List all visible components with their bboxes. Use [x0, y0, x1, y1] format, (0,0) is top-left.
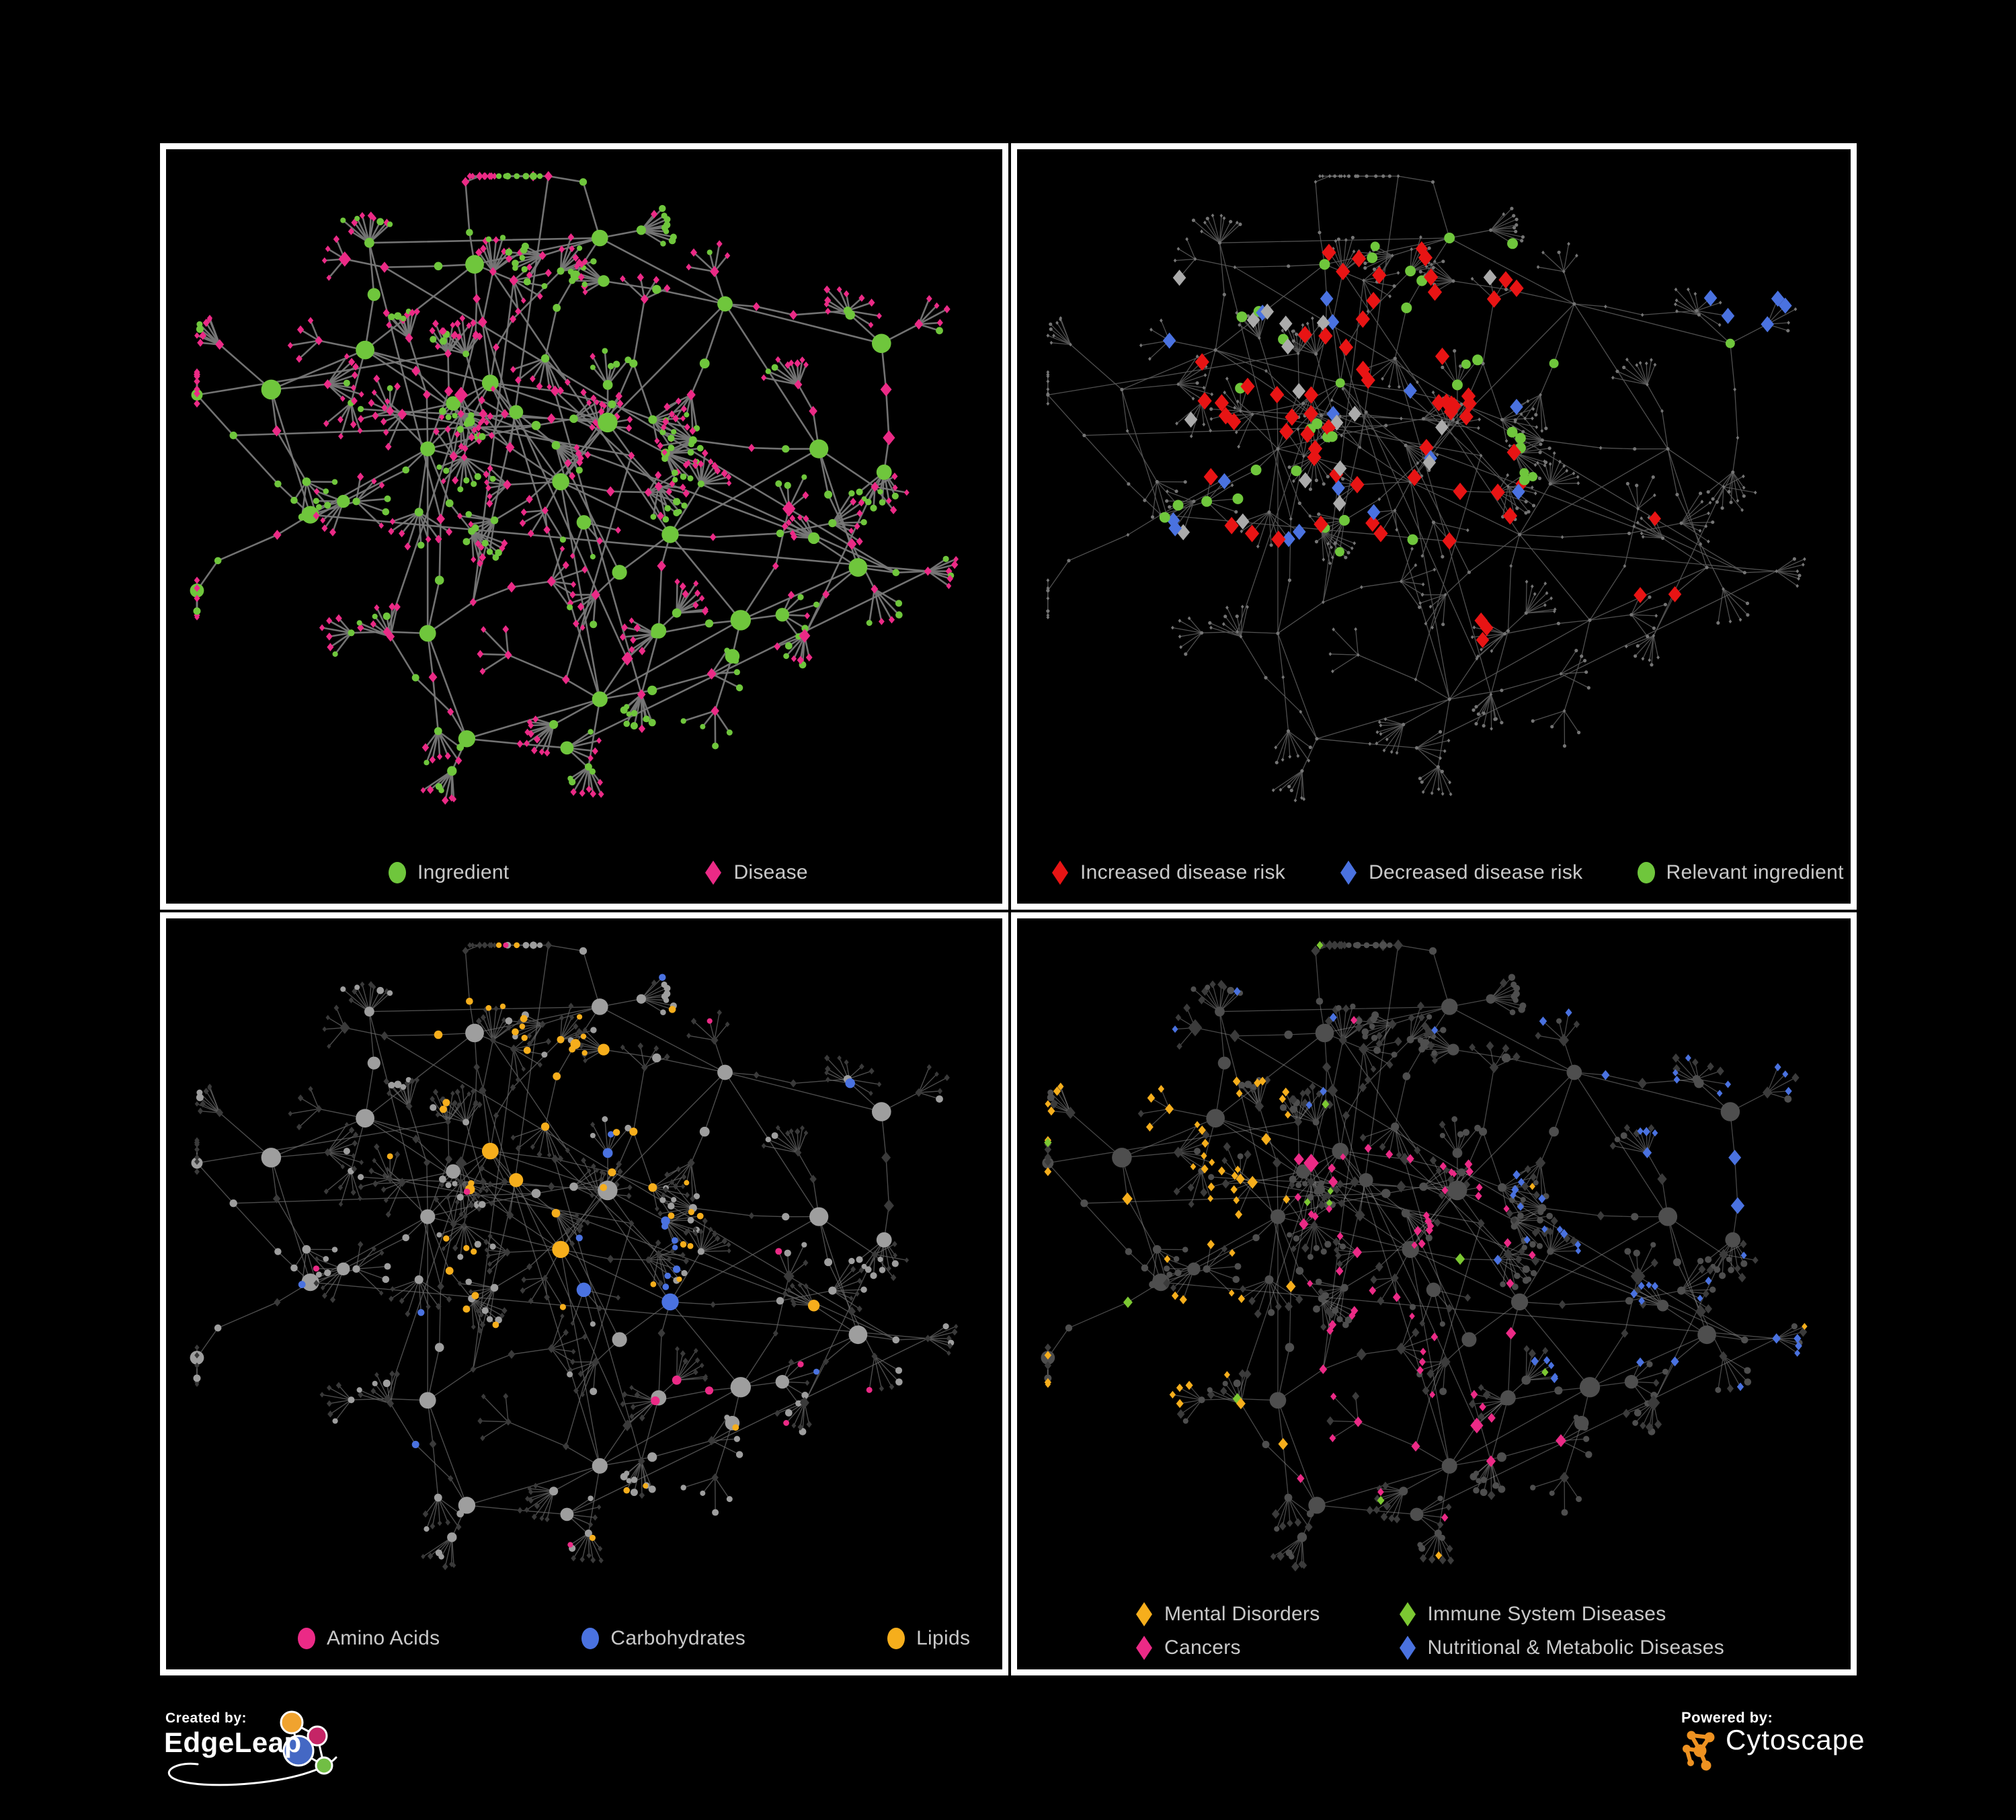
circle-marker-icon [887, 1628, 905, 1649]
legend-disease-risk: Increased disease risk Decreased disease … [1017, 859, 1851, 886]
legend-item-cancers: Cancers [1135, 1634, 1320, 1661]
base-nodes-layer [190, 171, 959, 805]
cytoscape-wordmark: Cytoscape [1726, 1724, 1865, 1755]
circle-marker-icon [298, 1628, 315, 1649]
legend-item-carbohydrates: Carbohydrates [581, 1625, 745, 1652]
legend-item-lipids: Lipids [887, 1625, 970, 1652]
diamond-marker-icon [1340, 861, 1357, 885]
network-disease-risk [1046, 174, 1806, 803]
legend-ingredient-classes: Amino Acids Carbohydrates Lipids [166, 1625, 1002, 1652]
edgeleap-node-blue [282, 1735, 315, 1767]
edges-layer [1047, 175, 1806, 801]
legend-label: Immune System Diseases [1427, 1603, 1666, 1625]
panel-disease-categories: Mental Disorders Immune System Diseases Ca… [1011, 912, 1857, 1675]
legend-label: Relevant ingredient [1666, 861, 1844, 883]
legend-item-decreased-disease-risk: Decreased disease risk [1339, 859, 1582, 886]
diamond-marker-icon [1052, 861, 1068, 885]
legend-label: Lipids [916, 1627, 971, 1649]
legend-item-ingredient: Ingredient [388, 859, 509, 886]
edges-layer [196, 175, 957, 801]
edgeleap-wordmark: EdgeLeap [164, 1727, 302, 1758]
powered-by-label: Powered by: [1681, 1709, 1773, 1726]
circle-marker-icon [389, 862, 406, 883]
network-ingredient-classes [190, 941, 959, 1571]
edges-layer [196, 945, 957, 1567]
legend-label: Amino Acids [327, 1627, 440, 1649]
circle-marker-icon [581, 1628, 600, 1649]
edgeleap-node-magenta [307, 1725, 328, 1747]
edgeleap-node-orange [280, 1710, 304, 1735]
network-disease-categories [1041, 939, 1808, 1572]
diamond-marker-icon [1399, 1602, 1416, 1626]
legend-label: Carbohydrates [610, 1627, 746, 1649]
legend-label: Nutritional & Metabolic Diseases [1427, 1636, 1724, 1659]
diamond-marker-icon [1399, 1636, 1416, 1660]
legend-item-relevant-ingredient: Relevant ingredient [1637, 859, 1844, 886]
powered-by-block: Powered by: Cytoscape [1677, 1706, 1892, 1784]
panel-disease-risk: Increased disease risk Decreased disease … [1011, 143, 1857, 910]
panel-ingredient-disease: Ingredient Disease [160, 143, 1008, 910]
panel-ingredient-classes: Amino Acids Carbohydrates Lipids [160, 912, 1008, 1675]
circle-marker-icon [1637, 862, 1655, 883]
legend-label: Disease [733, 861, 808, 883]
highlight-nodes-layer [1159, 233, 1792, 648]
diamond-marker-icon [705, 861, 722, 885]
legend-item-amino-acids: Amino Acids [297, 1625, 440, 1652]
legend-item-nutritional-metabolic-diseases: Nutritional & Metabolic Diseases [1398, 1634, 1724, 1661]
created-by-label: Created by: [165, 1710, 247, 1726]
legend-disease-categories: Mental Disorders Immune System Diseases Ca… [1017, 1601, 1851, 1661]
legend-ingredient-disease: Ingredient Disease [166, 859, 1002, 886]
legend-item-mental-disorders: Mental Disorders [1135, 1601, 1320, 1628]
legend-label: Ingredient [417, 861, 510, 883]
edgeleap-node-green [315, 1756, 333, 1775]
legend-label: Mental Disorders [1164, 1603, 1320, 1625]
legend-item-immune-system-diseases: Immune System Diseases [1398, 1601, 1724, 1628]
legend-label: Cancers [1164, 1636, 1241, 1659]
highlight-nodes-layer [298, 942, 873, 1548]
network-ingredient-disease [190, 171, 959, 805]
legend-label: Decreased disease risk [1369, 861, 1583, 883]
diamond-marker-icon [1136, 1636, 1152, 1660]
diamond-marker-icon [1136, 1602, 1152, 1626]
cytoscape-logo-icon [1683, 1731, 1715, 1771]
created-by-block: Created by: EdgeLeap [160, 1706, 368, 1790]
legend-item-increased-disease-risk: Increased disease risk [1051, 859, 1285, 886]
edgeleap-logo-icon [167, 1710, 337, 1786]
base-nodes-layer [1041, 939, 1808, 1572]
legend-item-disease: Disease [704, 859, 808, 886]
legend-label: Increased disease risk [1080, 861, 1286, 883]
